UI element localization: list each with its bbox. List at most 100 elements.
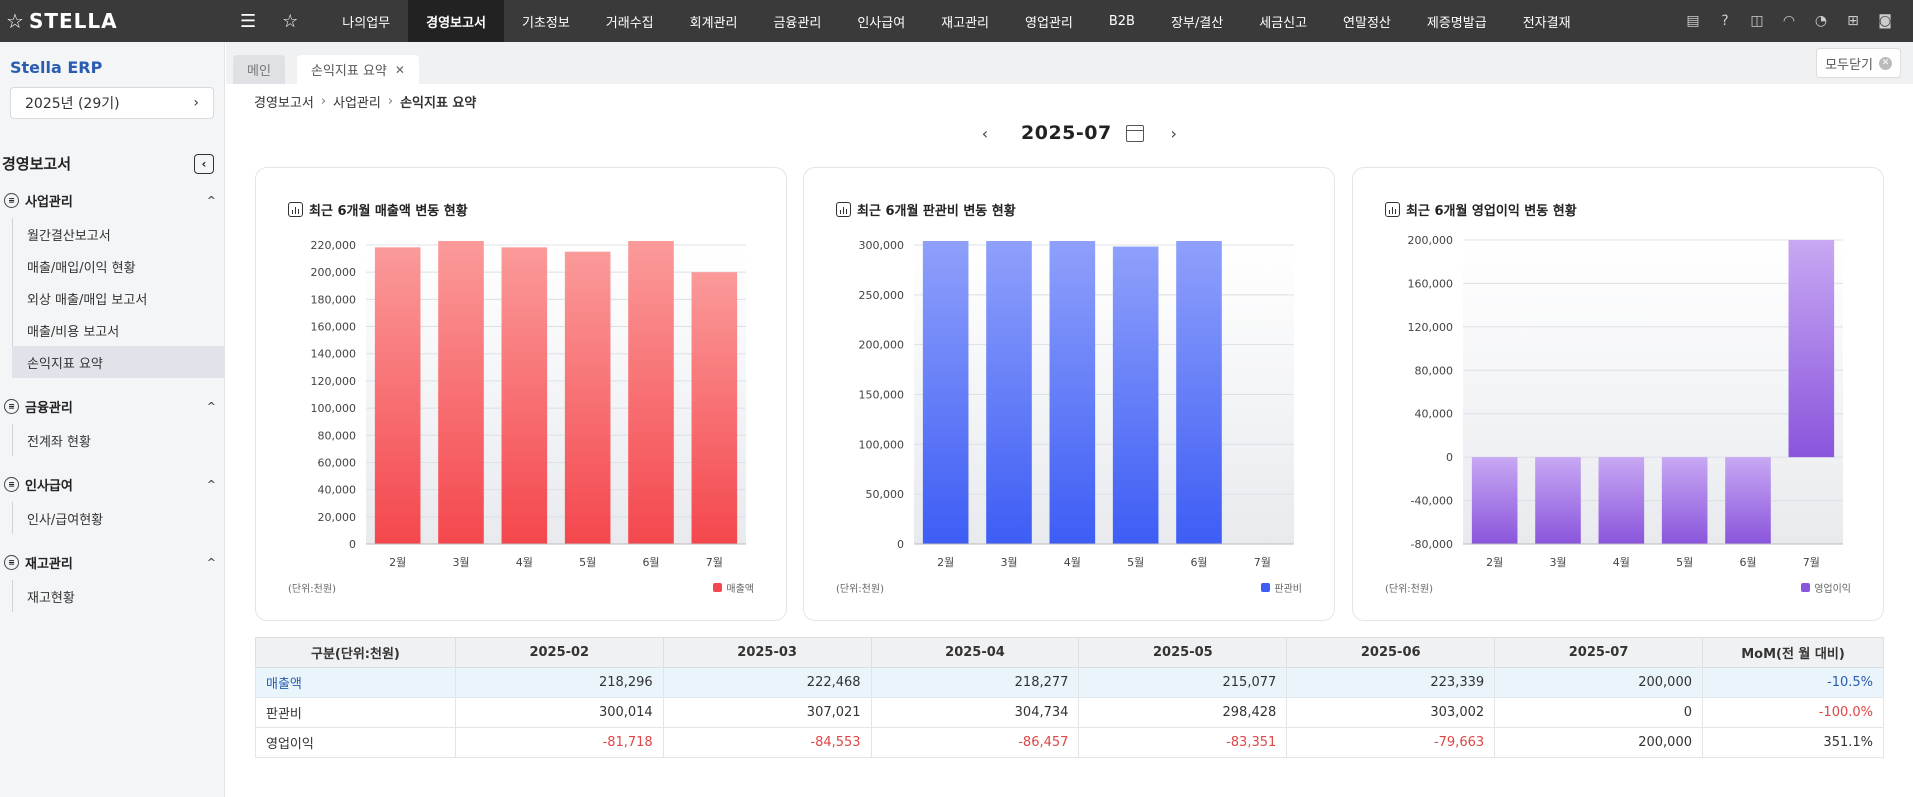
y-tick-label: 140,000 (311, 348, 357, 361)
support-icon[interactable]: ◫ (1750, 13, 1764, 29)
table-row[interactable]: 매출액 218,296 222,468 218,277 215,077 223,339 20… (255, 667, 1884, 698)
user-icon[interactable]: ◙ (1878, 13, 1892, 29)
table-row[interactable]: 판관비 300,014 307,021 304,734 298,428 303,002 0-… (255, 697, 1884, 728)
chart-legend[interactable]: 매출액 (713, 580, 754, 595)
bar[interactable] (628, 241, 674, 544)
headset-icon[interactable]: ◠ (1782, 13, 1796, 29)
bar[interactable] (1049, 241, 1096, 544)
sidebar-item[interactable]: 인사/급여현황 (27, 512, 104, 528)
bar[interactable] (1535, 457, 1581, 544)
x-tick-label: 4월 (1064, 556, 1081, 569)
help-icon[interactable]: ? (1721, 13, 1729, 29)
x-tick-label: 7월 (1803, 556, 1820, 569)
sidebar-item[interactable]: 손익지표 요약 (12, 346, 225, 378)
chevron-up-icon[interactable]: ^ (206, 477, 216, 491)
collapse-sidebar-icon[interactable]: ‹ (194, 153, 214, 174)
menu-item[interactable]: 금융관리 (773, 15, 822, 31)
sidebar-group-header[interactable]: ≡ 재고관리 ^ (0, 548, 224, 576)
bar[interactable] (501, 247, 548, 544)
sidebar-item[interactable]: 매출/비용 보고서 (27, 324, 120, 340)
menu-item[interactable]: 거래수집 (605, 15, 654, 31)
menu-item[interactable]: 제증명발급 (1426, 15, 1487, 31)
sidebar-section-header: 경영보고서 ‹ (0, 119, 224, 186)
sidebar-group-header[interactable]: ≡ 사업관리 ^ (0, 186, 224, 214)
menu-item[interactable]: 재고관리 (941, 15, 989, 31)
favorites-star-icon[interactable]: ☆ (282, 10, 299, 32)
breadcrumb-item[interactable]: 경영보고서 (254, 96, 314, 111)
bar[interactable] (986, 241, 1032, 544)
bar[interactable] (438, 241, 484, 544)
sidebar-item[interactable]: 월간결산보고서 (27, 228, 111, 244)
close-all-tabs-button[interactable]: 모두닫기 ✕ (1816, 48, 1901, 78)
bar[interactable] (922, 241, 969, 544)
bar[interactable] (1788, 240, 1835, 458)
menu-item[interactable]: 기초정보 (521, 15, 570, 31)
chevron-up-icon[interactable]: ^ (206, 193, 216, 207)
mom-cell: 351.1% (1702, 727, 1884, 758)
sga-chart-card: 최근 6개월 판관비 변동 현황 0 50,000 100,000 150,000 200… (803, 167, 1335, 621)
menu-item[interactable]: 경영보고서 (408, 0, 504, 42)
next-period-icon[interactable]: › (1170, 123, 1177, 143)
bell-icon[interactable]: ◔ (1814, 13, 1828, 29)
calendar-icon[interactable] (1125, 124, 1144, 142)
sidebar-item[interactable]: 매출/매입/이익 현황 (27, 260, 136, 276)
sidebar-item[interactable]: 전계좌 현황 (27, 434, 91, 450)
bar[interactable] (1471, 457, 1518, 544)
tab-main[interactable]: 메인 (233, 55, 285, 84)
chevron-right-icon: › (387, 94, 394, 109)
sidebar-group-header[interactable]: ≡ 인사급여 ^ (0, 470, 224, 498)
chevron-right-icon: › (320, 94, 327, 109)
chart-title: 최근 6개월 영업이익 변동 현황 (1385, 200, 1577, 219)
sidebar-group-label: 사업관리 (25, 194, 73, 210)
menu-item[interactable]: 영업관리 (1025, 15, 1073, 31)
y-tick-label: 40,000 (318, 484, 357, 497)
menu-item[interactable]: 인사급여 (857, 15, 906, 31)
sidebar-group-label: 인사급여 (25, 478, 73, 494)
app-logo[interactable]: ☆ STELLA (0, 9, 120, 33)
menu-item[interactable]: B2B (1108, 13, 1135, 29)
unit-label: (단위:천원) (1385, 584, 1433, 595)
breadcrumb-item[interactable]: 사업관리 (333, 96, 381, 111)
chevron-up-icon[interactable]: ^ (206, 399, 216, 413)
bar[interactable] (1176, 241, 1222, 544)
clipboard-icon[interactable]: ▤ (1686, 13, 1700, 29)
chevron-up-icon[interactable]: ^ (206, 555, 216, 569)
bar[interactable] (1112, 246, 1159, 544)
previous-period-icon[interactable]: ‹ (981, 123, 989, 143)
chart-legend[interactable]: 판관비 (1261, 580, 1302, 595)
menu-item[interactable]: 장부/결산 (1170, 15, 1224, 31)
x-tick-label: 4월 (516, 556, 533, 569)
tab-current[interactable]: 손익지표 요약 ✕ (297, 55, 419, 84)
bar[interactable] (564, 251, 611, 544)
sidebar-item[interactable]: 재고현황 (27, 590, 75, 606)
close-tab-icon[interactable]: ✕ (394, 62, 405, 77)
utility-icons: ▤? ◫ ◠ ◔ ⊞ ◙ (1669, 0, 1893, 42)
y-tick-label: 80,000 (1415, 364, 1454, 377)
year-selector[interactable]: 2025년 (29기) › (10, 87, 214, 119)
sidebar-item[interactable]: 외상 매출/매입 보고서 (27, 292, 148, 308)
bar[interactable] (1598, 457, 1645, 544)
menu-item[interactable]: 세금신고 (1259, 15, 1308, 31)
x-tick-label: 5월 (1127, 556, 1144, 569)
hamburger-menu-icon[interactable]: ☰ (240, 10, 257, 32)
table-cell: 222,468 (662, 667, 872, 698)
sidebar-group-items: 인사/급여현황 (12, 502, 224, 534)
list-circle-icon: ≡ (4, 192, 19, 208)
bar[interactable] (374, 247, 421, 544)
menu-item[interactable]: 회계관리 (689, 15, 738, 31)
bar[interactable] (1661, 457, 1708, 544)
chart-legend[interactable]: 영업이익 (1801, 580, 1851, 595)
group-head-left: ≡ 인사급여 (4, 475, 73, 494)
menu-item[interactable]: 연말정산 (1343, 15, 1391, 31)
menu-item[interactable]: 나의업무 (342, 15, 391, 31)
group-head-left: ≡ 재고관리 (4, 553, 73, 572)
sidebar-section-title: 경영보고서 (2, 155, 72, 173)
org-chart-icon[interactable]: ⊞ (1847, 13, 1859, 29)
table-row[interactable]: 영업이익 -81,718 -84,553 -86,457 -83,351 -79,663 2… (255, 727, 1884, 758)
table-cell: 215,077 (1078, 667, 1288, 698)
bar[interactable] (1725, 457, 1771, 544)
menu-item[interactable]: 전자결재 (1522, 15, 1571, 31)
sidebar-group-header[interactable]: ≡ 금융관리 ^ (0, 392, 224, 420)
bar[interactable] (691, 272, 738, 544)
